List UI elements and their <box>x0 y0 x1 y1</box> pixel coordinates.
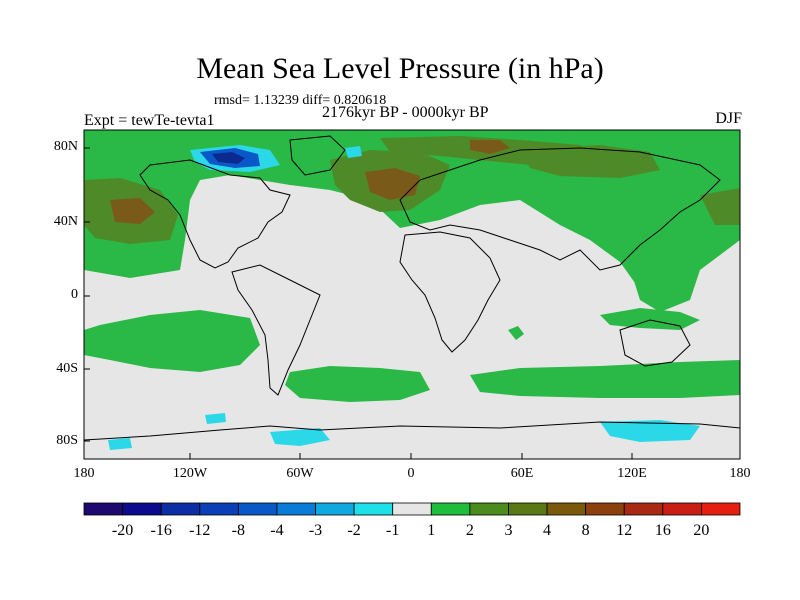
lon-label-60e: 60E <box>510 466 534 481</box>
coastlines <box>84 135 740 441</box>
colorbar-swatch <box>392 502 432 516</box>
colorbar-label: 8 <box>581 522 590 539</box>
negative-region-antarctic-east <box>600 420 700 442</box>
colorbar-label: 16 <box>654 522 671 539</box>
colorbar-swatch <box>585 502 625 516</box>
colorbar-swatch <box>122 502 162 516</box>
high-positive-region-north-pacific <box>110 198 155 224</box>
colorbar-swatch <box>160 502 201 516</box>
positive-region-south-atlantic <box>285 366 430 402</box>
colorbar-label: -1 <box>386 522 400 539</box>
season-label: DJF <box>715 110 742 127</box>
high-positive-region-north-atlantic <box>365 168 420 200</box>
colorbar-label: 20 <box>693 522 710 539</box>
colorbar-swatch <box>315 502 355 516</box>
coastline-africa <box>399 231 501 353</box>
lat-label-40s: 40S <box>56 361 78 376</box>
lat-label-80s: 80S <box>56 433 78 448</box>
colorbar-label: -8 <box>231 522 245 539</box>
colorbar-label: 12 <box>616 522 633 539</box>
colorbar-swatch <box>662 502 702 516</box>
colorbar-swatch <box>623 502 664 516</box>
colorbar-label: -20 <box>111 522 134 539</box>
lon-label-120e: 120E <box>617 466 647 481</box>
colorbar-label: 2 <box>465 522 474 539</box>
lon-label-0: 0 <box>407 466 415 481</box>
chart-title: Mean Sea Level Pressure (in hPa) <box>196 52 604 85</box>
negative-region-antarctic-west <box>270 428 330 446</box>
colorbar-swatch <box>199 502 239 516</box>
colorbar-swatch <box>237 502 278 516</box>
mid-positive-region-east-pacific <box>700 188 740 225</box>
lat-label-0: 0 <box>71 287 78 302</box>
map-frame <box>83 129 741 460</box>
negative-region-arctic-spot <box>345 146 362 158</box>
colorbar-label: -3 <box>308 522 323 539</box>
high-positive-region-arctic-east <box>470 140 510 154</box>
coastline-australia <box>619 319 691 367</box>
lon-label-180w: 180 <box>73 466 95 481</box>
positive-region-south-pacific <box>84 310 260 372</box>
negative-region-southern-ocean-spot <box>205 413 226 424</box>
colorbar-label: -12 <box>189 522 211 539</box>
coastline-greenland <box>289 135 346 176</box>
colorbar-swatch <box>508 502 548 516</box>
positive-region-asia-extension <box>560 195 700 300</box>
colorbar-swatch <box>83 502 123 516</box>
colorbar-swatch <box>546 502 587 516</box>
colorbar-label: 4 <box>543 522 552 539</box>
lon-label-60w: 60W <box>286 466 314 481</box>
colorbar-swatch <box>701 502 741 516</box>
colorbar-label: 1 <box>427 522 436 539</box>
coastline-europe-asia <box>399 147 721 271</box>
lat-label-40n: 40N <box>53 214 78 229</box>
positive-region-southern-ocean-east <box>470 360 740 398</box>
colorbar <box>83 502 741 516</box>
map-plot <box>84 130 740 459</box>
colorbar-swatch <box>469 502 509 516</box>
stats-text: rmsd= 1.13239 diff= 0.820618 <box>214 93 387 108</box>
coastline-north-america <box>139 159 291 269</box>
negative-region-greenland-core <box>212 152 245 164</box>
colorbar-label: -16 <box>150 522 172 539</box>
axis-ticks <box>84 147 633 459</box>
colorbar-label: -4 <box>270 522 284 539</box>
colorbar-label: 3 <box>504 522 513 539</box>
lon-label-180e: 180 <box>729 466 751 481</box>
coastline-south-america <box>231 264 321 396</box>
colorbar-swatch <box>353 502 394 516</box>
positive-region-indian-ocean-spot <box>508 326 524 340</box>
experiment-label: Expt = tewTe-tevta1 <box>84 112 215 129</box>
negative-region-antarctic-small <box>108 438 132 450</box>
subtitle: 2176kyr BP - 0000kyr BP <box>322 104 489 121</box>
coastline-antarctica <box>84 421 740 441</box>
colorbar-label: -2 <box>347 522 361 539</box>
colorbar-swatch <box>430 502 471 516</box>
lon-label-120w: 120W <box>172 466 208 481</box>
mid-positive-region-siberia <box>520 145 660 178</box>
lat-label-80n: 80N <box>53 139 78 154</box>
colorbar-swatch <box>276 502 316 516</box>
